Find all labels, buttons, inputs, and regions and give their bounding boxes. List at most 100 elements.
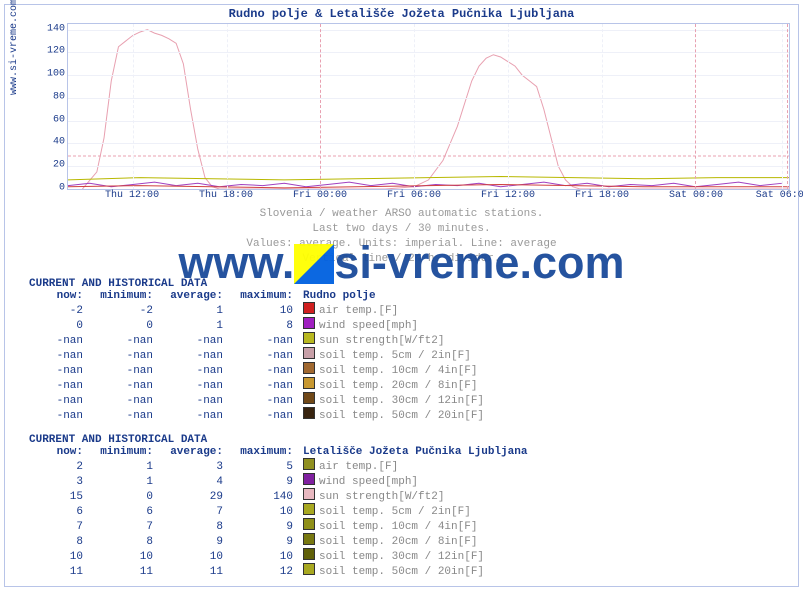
val-now: -nan <box>29 395 83 407</box>
val-min: -nan <box>83 395 153 407</box>
val-min: -nan <box>83 335 153 347</box>
station-name: Letališče Jožeta Pučnika Ljubljana <box>303 446 527 458</box>
legend-swatch <box>303 563 315 575</box>
y-tick-label: 140 <box>45 23 65 34</box>
legend-swatch <box>303 377 315 389</box>
hdr-now: now: <box>29 446 83 458</box>
table-row: 15029140sun strength[W/ft2] <box>29 488 798 503</box>
val-min: -nan <box>83 350 153 362</box>
legend-swatch <box>303 458 315 470</box>
val-max: -nan <box>223 410 293 422</box>
val-now: 2 <box>29 461 83 473</box>
gridline-h <box>68 121 789 122</box>
val-min: 10 <box>83 551 153 563</box>
gridline-v <box>602 24 603 189</box>
legend-swatch <box>303 392 315 404</box>
x-tick-label: Fri 18:00 <box>575 190 629 201</box>
table-row: 66710soil temp. 5cm / 2in[F] <box>29 503 798 518</box>
table-row: 7789soil temp. 10cm / 4in[F] <box>29 518 798 533</box>
hdr-max: maximum: <box>223 446 293 458</box>
data-tables: CURRENT AND HISTORICAL DATAnow:minimum:a… <box>5 278 798 578</box>
y-tick-label: 120 <box>45 46 65 57</box>
val-now: 7 <box>29 521 83 533</box>
val-min: 0 <box>83 320 153 332</box>
y-tick-label: 40 <box>45 137 65 148</box>
x-tick-label: Fri 00:00 <box>293 190 347 201</box>
val-min: -nan <box>83 410 153 422</box>
val-max: -nan <box>223 335 293 347</box>
gridline-v <box>782 24 783 189</box>
val-avg: -nan <box>153 365 223 377</box>
val-avg: 3 <box>153 461 223 473</box>
section-title: CURRENT AND HISTORICAL DATA <box>29 434 798 446</box>
val-min: 8 <box>83 536 153 548</box>
legend-swatch <box>303 302 315 314</box>
legend-swatch <box>303 548 315 560</box>
gridline-h <box>68 166 789 167</box>
table-header-row: now:minimum:average:maximum:Rudno polje <box>29 290 798 302</box>
hdr-now: now: <box>29 290 83 302</box>
day-divider <box>320 24 321 189</box>
legend-swatch <box>303 473 315 485</box>
caption-line: Values: average. Units: imperial. Line: … <box>5 237 798 252</box>
val-max: -nan <box>223 395 293 407</box>
val-avg: 10 <box>153 551 223 563</box>
val-max: 10 <box>223 506 293 518</box>
series-sun_strength_ljubljana <box>82 30 789 189</box>
val-avg: 29 <box>153 491 223 503</box>
hdr-min: minimum: <box>83 446 153 458</box>
legend-swatch <box>303 347 315 359</box>
table-header-row: now:minimum:average:maximum:Letališče Jo… <box>29 446 798 458</box>
table-row: 0018wind speed[mph] <box>29 317 798 332</box>
chart-svg <box>68 24 789 189</box>
caption-line: Slovenia / weather ARSO automatic statio… <box>5 207 798 222</box>
legend-swatch <box>303 533 315 545</box>
caption-line: Vertical line / 24 h. divider. <box>5 252 798 267</box>
val-avg: -nan <box>153 410 223 422</box>
val-avg: 8 <box>153 521 223 533</box>
val-avg: 1 <box>153 305 223 317</box>
y-tick-label: 20 <box>45 160 65 171</box>
x-labels: Thu 12:00Thu 18:00Fri 00:00Fri 06:00Fri … <box>67 190 790 204</box>
table-row: -nan-nan-nan-nansoil temp. 50cm / 20in[F… <box>29 407 798 422</box>
val-now: -nan <box>29 410 83 422</box>
gridline-h <box>68 98 789 99</box>
x-tick-label: Sat 00:00 <box>669 190 723 201</box>
hdr-max: maximum: <box>223 290 293 302</box>
val-now: 15 <box>29 491 83 503</box>
val-avg: 4 <box>153 476 223 488</box>
val-avg: 1 <box>153 320 223 332</box>
attribution-vertical: www.si-vreme.com <box>9 0 20 95</box>
table-row: 8899soil temp. 20cm / 8in[F] <box>29 533 798 548</box>
hdr-min: minimum: <box>83 290 153 302</box>
x-tick-label: Thu 18:00 <box>199 190 253 201</box>
val-min: 11 <box>83 566 153 578</box>
val-now: -nan <box>29 365 83 377</box>
param-label: wind speed[mph] <box>319 320 418 332</box>
val-min: -2 <box>83 305 153 317</box>
val-min: -nan <box>83 380 153 392</box>
legend-swatch <box>303 488 315 500</box>
day-divider <box>787 24 788 189</box>
chart-caption: Slovenia / weather ARSO automatic statio… <box>5 207 798 266</box>
val-min: 7 <box>83 521 153 533</box>
param-label: soil temp. 10cm / 4in[F] <box>319 365 477 377</box>
caption-line: Last two days / 30 minutes. <box>5 222 798 237</box>
table-row: -nan-nan-nan-nansoil temp. 5cm / 2in[F] <box>29 347 798 362</box>
station-name: Rudno polje <box>303 290 376 302</box>
val-avg: 7 <box>153 506 223 518</box>
y-tick-label: 0 <box>45 183 65 194</box>
val-now: 8 <box>29 536 83 548</box>
val-max: 5 <box>223 461 293 473</box>
val-min: -nan <box>83 365 153 377</box>
x-tick-label: Sat 06:00 <box>756 190 803 201</box>
y-tick-label: 100 <box>45 69 65 80</box>
val-now: 6 <box>29 506 83 518</box>
gridline-v <box>227 24 228 189</box>
chart-title: Rudno polje & Letališče Jožeta Pučnika L… <box>5 5 798 23</box>
val-avg: 9 <box>153 536 223 548</box>
val-max: 9 <box>223 536 293 548</box>
x-tick-label: Fri 12:00 <box>481 190 535 201</box>
val-avg: -nan <box>153 350 223 362</box>
val-min: 1 <box>83 476 153 488</box>
